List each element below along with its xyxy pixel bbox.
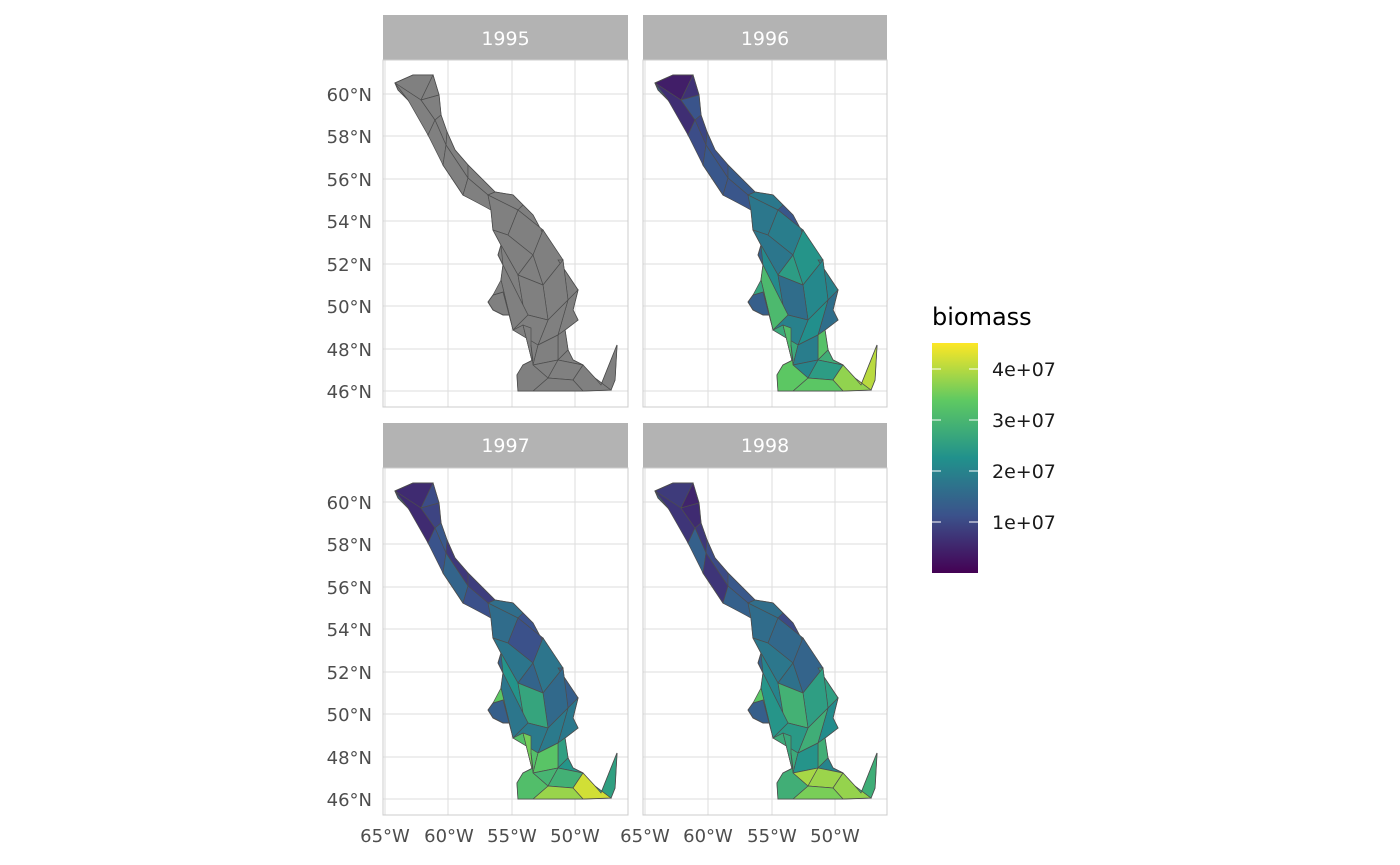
map-cell	[492, 279, 514, 331]
y-tick-label: 58°N	[327, 535, 372, 556]
y-tick-label: 58°N	[327, 127, 372, 148]
facet-strip	[643, 15, 887, 60]
facet-strip	[643, 423, 887, 468]
panel-border	[382, 59, 629, 408]
y-tick-label: 54°N	[327, 620, 372, 641]
facet-strip	[383, 423, 628, 468]
map-cell	[594, 344, 618, 391]
map-cell	[752, 279, 774, 331]
map-cell	[854, 344, 878, 391]
y-tick-label: 46°N	[327, 790, 372, 811]
y-tick-label: 48°N	[327, 340, 372, 361]
facet-strip	[383, 15, 628, 60]
panel-regions	[654, 482, 878, 800]
legend-label: 4e+07	[992, 359, 1056, 381]
y-tick-label: 54°N	[327, 212, 372, 233]
y-tick-label: 60°N	[327, 493, 372, 514]
y-tick-label: 56°N	[327, 578, 372, 599]
panel-border	[642, 467, 888, 816]
x-tick-label: 50°W	[550, 826, 600, 847]
x-tick-label: 55°W	[747, 826, 797, 847]
x-axis-right: 65°W 60°W 55°W 50°W	[620, 826, 860, 847]
legend-label: 1e+07	[992, 512, 1056, 534]
x-tick-label: 65°W	[360, 826, 410, 847]
y-tick-label: 56°N	[327, 170, 372, 191]
y-tick-label: 50°N	[327, 297, 372, 318]
x-tick-label: 65°W	[620, 826, 670, 847]
map-cell	[854, 752, 878, 799]
panel-regions	[394, 482, 618, 800]
map-cell	[776, 344, 809, 392]
map-cell	[594, 752, 618, 799]
map-cell	[752, 687, 774, 739]
x-tick-label: 55°W	[487, 826, 537, 847]
x-tick-label: 60°W	[424, 826, 474, 847]
legend-label: 3e+07	[992, 410, 1056, 432]
x-axis-left: 65°W 60°W 55°W 50°W	[360, 826, 600, 847]
facet-strip-label: 1998	[741, 435, 789, 457]
legend-ticks	[932, 368, 978, 523]
legend: biomass 4e+07 3e+07 2e+07 1e+07	[932, 303, 1056, 573]
y-axis-top: 46°N 48°N 50°N 52°N 54°N 56°N 58°N 60°N	[327, 85, 372, 403]
panel-regions	[654, 74, 878, 392]
map-cell	[492, 687, 514, 739]
map-cell	[516, 752, 549, 800]
y-tick-label: 46°N	[327, 382, 372, 403]
legend-colorbar	[932, 343, 978, 573]
panel-regions	[394, 74, 618, 392]
y-tick-label: 50°N	[327, 705, 372, 726]
y-tick-label: 52°N	[327, 663, 372, 684]
facet-strip-label: 1997	[481, 435, 529, 457]
facet-1996: 1996	[642, 15, 888, 408]
y-tick-label: 48°N	[327, 748, 372, 769]
facet-1997: 1997	[382, 423, 629, 816]
y-tick-label: 60°N	[327, 85, 372, 106]
x-tick-label: 50°W	[810, 826, 860, 847]
legend-label: 2e+07	[992, 461, 1056, 483]
panel-border	[642, 59, 888, 408]
facet-1995: 1995	[382, 15, 629, 408]
map-cell	[776, 752, 809, 800]
y-axis-bottom: 46°N 48°N 50°N 52°N 54°N 56°N 58°N 60°N	[327, 493, 372, 811]
facet-strip-label: 1995	[481, 28, 529, 50]
legend-title: biomass	[932, 303, 1032, 331]
x-tick-label: 60°W	[683, 826, 733, 847]
y-tick-label: 52°N	[327, 255, 372, 276]
facet-1998: 1998	[642, 423, 888, 816]
panel-border	[382, 467, 629, 816]
map-cell	[516, 344, 549, 392]
facet-strip-label: 1996	[741, 28, 789, 50]
